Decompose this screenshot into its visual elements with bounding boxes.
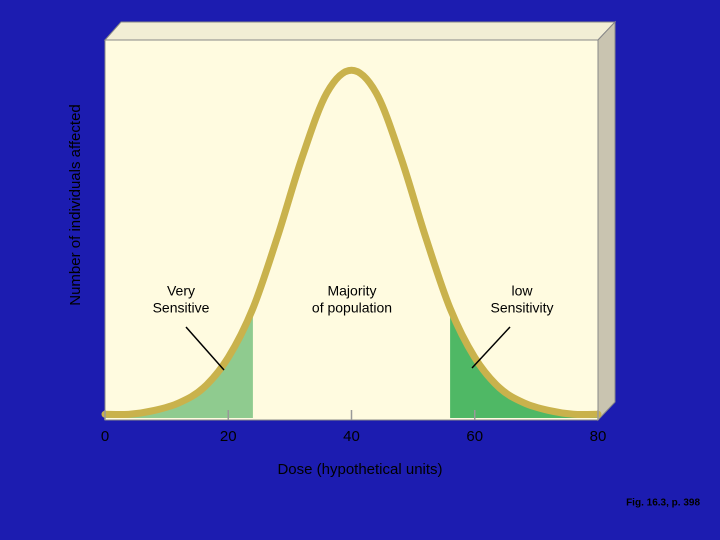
annotation: low	[511, 283, 533, 299]
box-top	[103, 21, 617, 41]
shaded-band	[105, 308, 253, 418]
curve	[101, 66, 602, 418]
x-tick-label: 80	[590, 428, 607, 445]
annotation: Majority	[327, 283, 376, 299]
plot-area	[104, 39, 599, 421]
annotation: Very	[167, 283, 195, 299]
x-tick-label: 60	[466, 428, 483, 445]
x-tick-label: 0	[101, 428, 109, 445]
pointer	[185, 326, 225, 371]
pointer	[471, 326, 511, 369]
plot	[101, 66, 602, 418]
y-axis-label: Number of individuals affected	[67, 104, 84, 306]
annotation: of population	[312, 300, 392, 316]
shaded-band	[450, 308, 598, 418]
x-tick-label: 40	[343, 428, 360, 445]
annotation: Sensitive	[153, 300, 210, 316]
x-axis-label: Dose (hypothetical units)	[277, 461, 442, 478]
x-tick-label: 20	[220, 428, 237, 445]
footer: Fig. 16.3, p. 398	[626, 498, 700, 509]
box-side	[597, 20, 616, 422]
annotation: Sensitivity	[490, 300, 553, 316]
